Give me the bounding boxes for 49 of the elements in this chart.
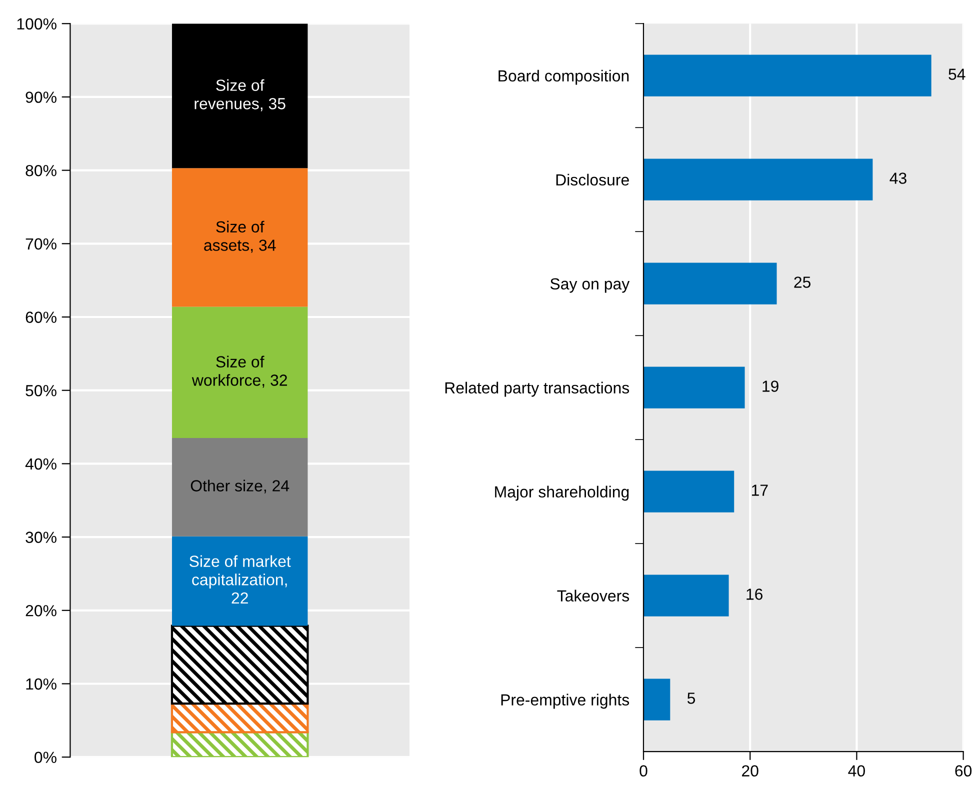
x-tick-label: 0 xyxy=(640,765,648,777)
data-label: 19 xyxy=(762,380,778,392)
data-label: 16 xyxy=(746,588,763,600)
bar xyxy=(644,678,670,720)
annotation: Size of workforce, 32 xyxy=(192,356,287,388)
bar xyxy=(644,366,745,408)
y-tick-label: Disclosure xyxy=(556,174,629,186)
annotation: Other size, 24 xyxy=(190,480,290,494)
bar xyxy=(172,306,308,438)
bar xyxy=(172,168,308,307)
y-tick-label: 30% xyxy=(26,532,56,543)
y-tick-label: Say on pay xyxy=(550,278,630,293)
data-label: 54 xyxy=(948,68,966,80)
bar xyxy=(170,731,309,758)
y-tick-label: 60% xyxy=(26,312,56,323)
annotation: Size of revenues, 35 xyxy=(194,79,286,112)
y-tick-label: 20% xyxy=(26,605,56,616)
bar xyxy=(170,702,309,734)
y-tick-label: 70% xyxy=(26,238,56,250)
annotation: Size of market capitalization, 22 xyxy=(190,555,291,604)
y-tick-label: Pre-emptive rights xyxy=(501,694,630,709)
bar xyxy=(644,574,729,616)
data-label: 5 xyxy=(687,692,696,704)
annotation: Size of assets, 34 xyxy=(204,220,276,253)
bar xyxy=(170,624,309,705)
bar xyxy=(644,158,873,200)
y-tick-label: Board composition xyxy=(498,70,629,85)
y-tick-label: 40% xyxy=(25,458,56,470)
y-tick-label: Takeovers xyxy=(557,590,630,602)
data-label: 25 xyxy=(794,276,811,288)
y-tick-label: 100% xyxy=(17,18,56,30)
y-tick-label: Related party transactions xyxy=(445,382,630,397)
y-tick-label: 0% xyxy=(34,752,56,764)
bar xyxy=(644,54,932,96)
data-label: 17 xyxy=(752,484,768,496)
bar xyxy=(172,536,308,626)
x-tick-label: 20 xyxy=(742,765,758,777)
y-tick-label: 10% xyxy=(26,678,56,690)
bar xyxy=(172,438,308,536)
bar xyxy=(172,24,308,168)
bar xyxy=(644,470,734,512)
y-tick-label: 80% xyxy=(26,164,56,176)
x-tick-label: 40 xyxy=(848,765,865,777)
y-tick-label: 90% xyxy=(26,92,56,103)
y-tick-label: 50% xyxy=(26,384,56,396)
bar xyxy=(644,262,777,304)
y-tick-label: Major shareholding xyxy=(495,486,629,501)
x-tick-label: 60 xyxy=(955,765,972,777)
data-label: 43 xyxy=(890,172,906,184)
